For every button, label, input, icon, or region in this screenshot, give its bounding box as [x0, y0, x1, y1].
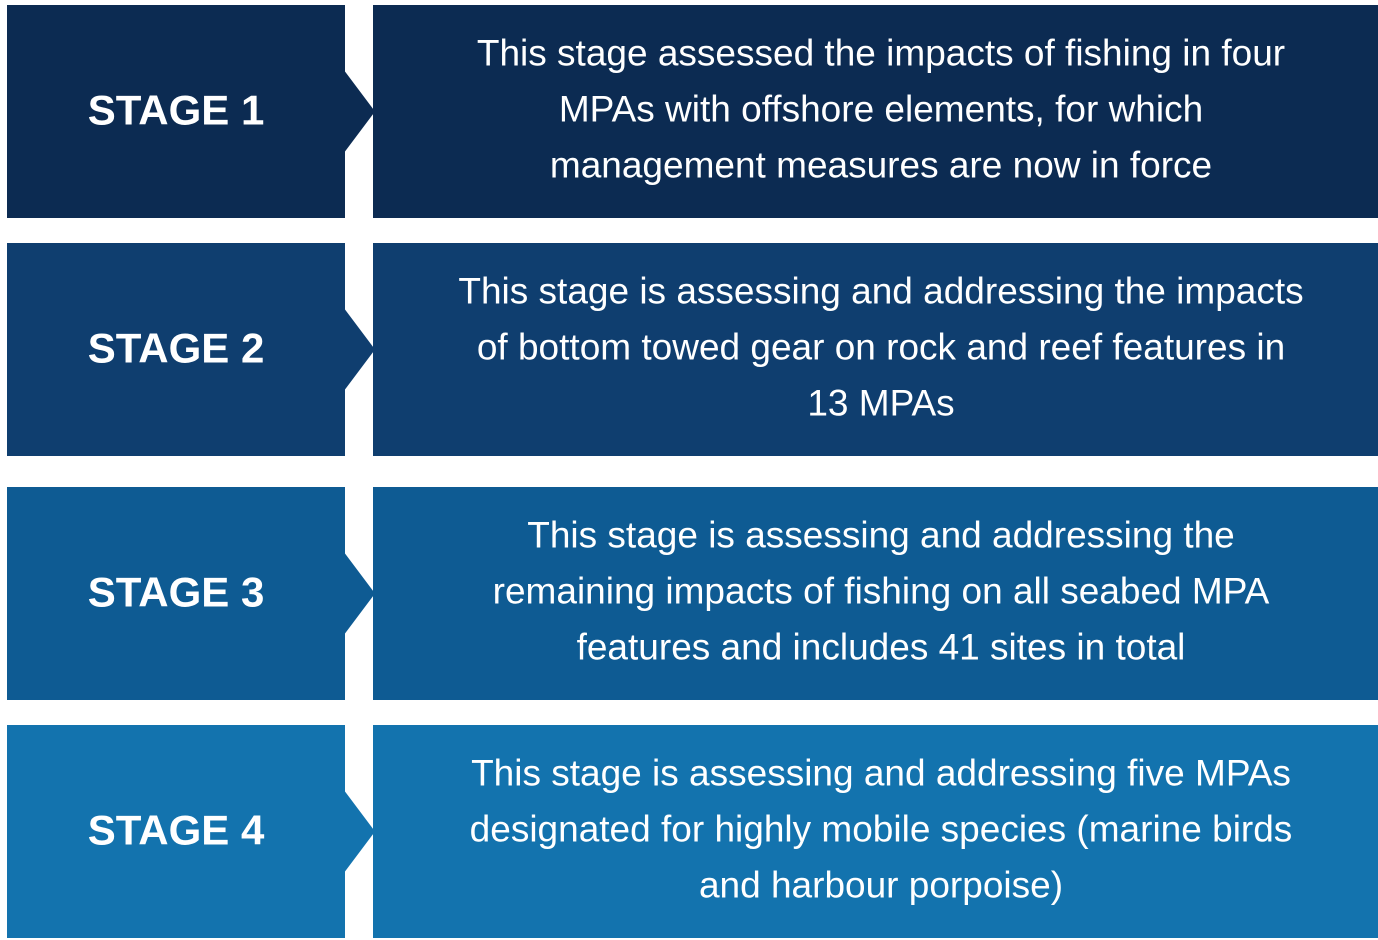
description-line: This stage is assessing and addressing t…: [458, 270, 1303, 311]
description-box: [373, 725, 1378, 938]
description-line: This stage assessed the impacts of fishi…: [477, 32, 1285, 73]
description-box: [373, 243, 1378, 456]
description-line: designated for highly mobile species (ma…: [470, 808, 1293, 849]
description-line: MPAs with offshore elements, for which: [559, 88, 1203, 129]
description-box: [373, 5, 1378, 218]
description-line: features and includes 41 sites in total: [577, 626, 1186, 667]
stage-label: STAGE 2: [88, 325, 265, 372]
stage-box: [7, 725, 375, 938]
description-box: [373, 487, 1378, 700]
description-line: management measures are now in force: [550, 144, 1212, 185]
stage-label: STAGE 3: [88, 569, 265, 616]
stage-box: [7, 487, 375, 700]
stage-label: STAGE 1: [88, 87, 265, 134]
description-line: 13 MPAs: [807, 382, 954, 423]
description-line: and harbour porpoise): [699, 864, 1063, 905]
description-line: remaining impacts of fishing on all seab…: [493, 570, 1270, 611]
stage-label: STAGE 4: [88, 807, 265, 854]
stage-box: [7, 243, 375, 456]
description-line: This stage is assessing and addressing f…: [471, 752, 1291, 793]
stage-box: [7, 5, 375, 218]
description-line: of bottom towed gear on rock and reef fe…: [477, 326, 1285, 367]
description-line: This stage is assessing and addressing t…: [527, 514, 1235, 555]
